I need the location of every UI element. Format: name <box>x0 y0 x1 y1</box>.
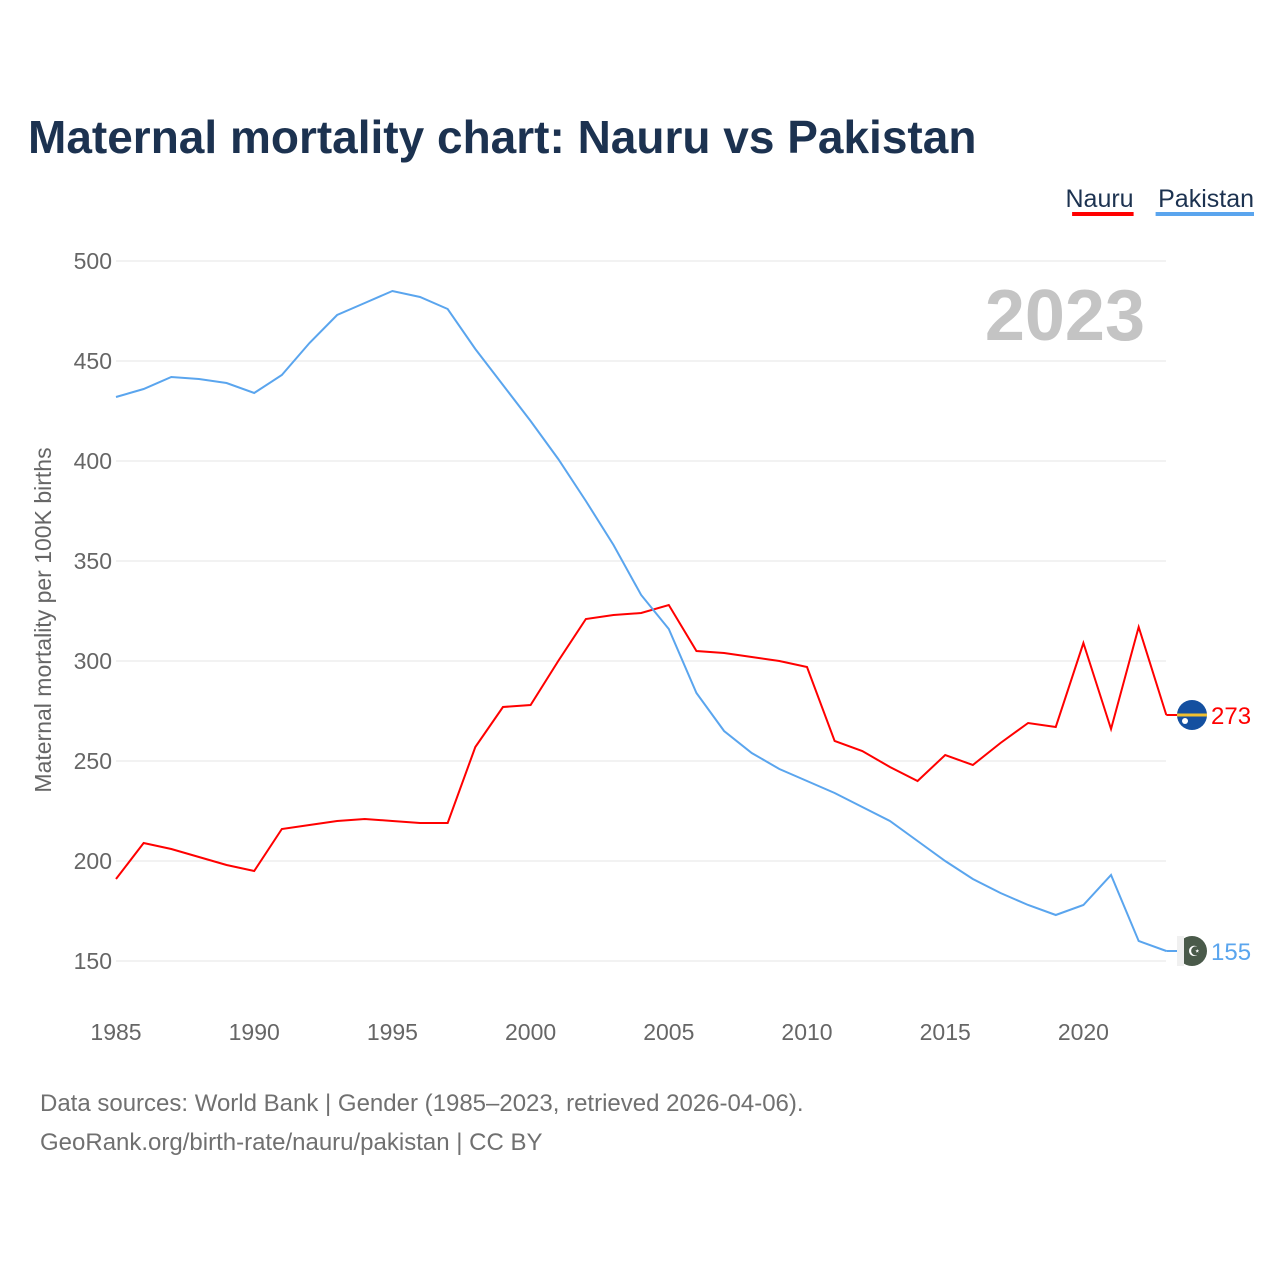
y-axis-label: Maternal mortality per 100K births <box>30 447 56 792</box>
flag-crescent: ☪ <box>1188 943 1201 959</box>
end-value-label: 155 <box>1211 939 1251 966</box>
x-tick-label: 2015 <box>920 1019 971 1045</box>
pakistan-flag-icon <box>1177 936 1207 966</box>
series-line-pakistan <box>115 289 1167 952</box>
y-tick-label: 150 <box>74 948 112 974</box>
chart-title: Maternal mortality chart: Nauru vs Pakis… <box>28 111 976 163</box>
legend-swatch <box>1072 212 1134 216</box>
series-line-nauru <box>115 603 1168 880</box>
footer-source: Data sources: World Bank | Gender (1985–… <box>40 1090 804 1117</box>
legend-item-nauru[interactable]: Nauru <box>1066 185 1134 213</box>
x-tick-label: 1995 <box>367 1019 418 1045</box>
x-tick-label: 2010 <box>781 1019 832 1045</box>
year-watermark: 2023 <box>985 276 1145 356</box>
y-tick-label: 400 <box>74 448 112 474</box>
flag-stripe <box>1177 713 1207 717</box>
x-tick-label: 2005 <box>643 1019 694 1045</box>
y-tick-label: 250 <box>74 748 112 774</box>
end-value-label: 273 <box>1211 703 1251 730</box>
footer-link[interactable]: GeoRank.org/birth-rate/nauru/pakistan | … <box>40 1129 542 1156</box>
y-tick-label: 200 <box>74 848 112 874</box>
legend-swatch <box>1155 212 1254 216</box>
legend-item-pakistan[interactable]: Pakistan <box>1158 185 1254 213</box>
y-tick-label: 500 <box>74 248 112 274</box>
x-tick-label: 1985 <box>90 1019 141 1045</box>
y-tick-label: 450 <box>74 348 112 374</box>
x-tick-label: 2000 <box>505 1019 556 1045</box>
flag-star <box>1182 718 1188 724</box>
y-tick-label: 300 <box>74 648 112 674</box>
flag-stripe <box>1177 936 1184 966</box>
y-tick-label: 350 <box>74 548 112 574</box>
x-tick-label: 2020 <box>1058 1019 1109 1045</box>
x-tick-label: 1990 <box>229 1019 280 1045</box>
